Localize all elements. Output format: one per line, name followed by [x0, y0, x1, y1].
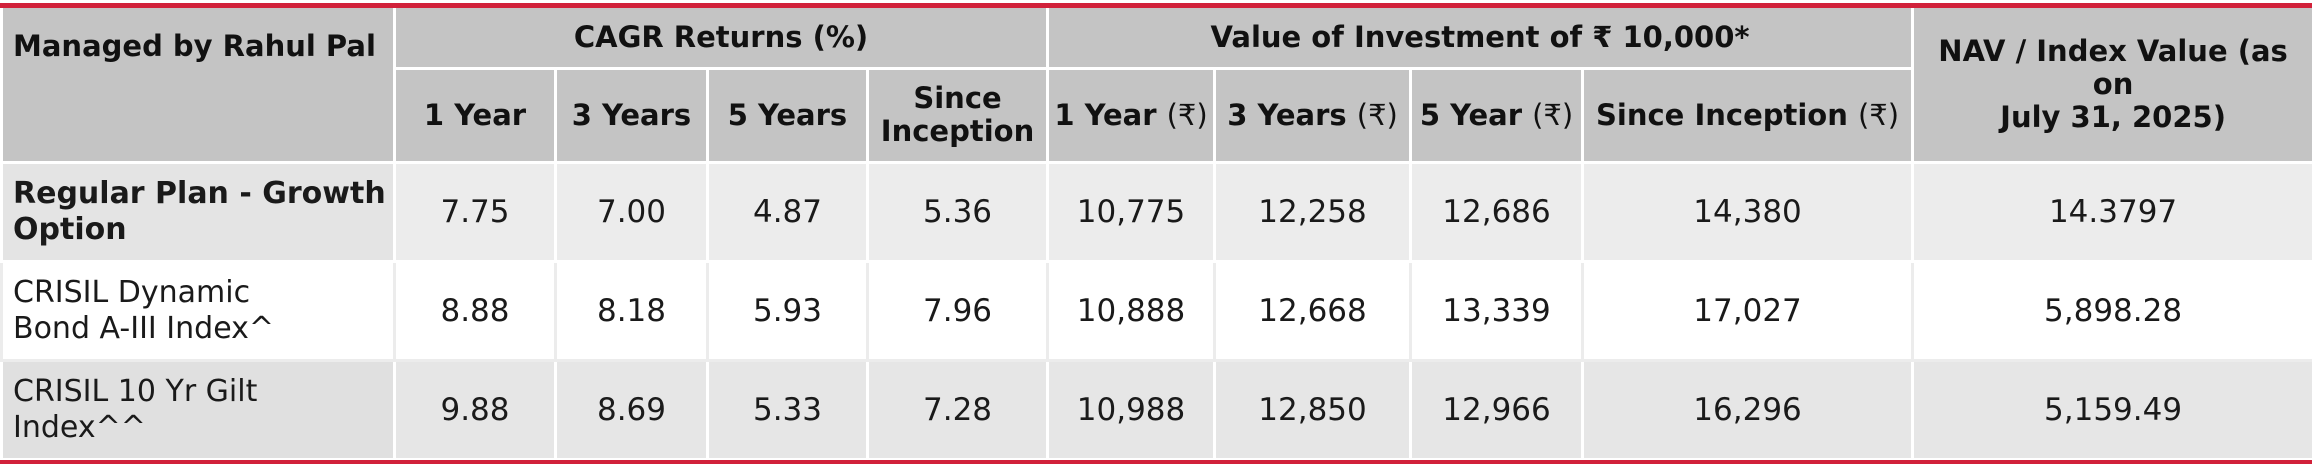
header-value-5-year-label: 5 Year — [1419, 97, 1522, 132]
value-1-year-cell: 10,988 — [1046, 358, 1217, 461]
value-5-year-cell: 12,966 — [1409, 358, 1585, 461]
performance-table-container: Managed by Rahul Pal CAGR Returns (%) Va… — [0, 8, 2312, 461]
cagr-1-year-cell: 7.75 — [393, 160, 557, 263]
header-value-1-year: 1 Year (₹) — [1046, 68, 1217, 164]
row-label: CRISIL 10 Yr Gilt Index^^ — [0, 358, 396, 461]
cagr-1-year-cell: 8.88 — [393, 259, 557, 362]
value-1-year-cell: 10,775 — [1046, 160, 1217, 263]
value-since-inception-cell: 16,296 — [1581, 358, 1915, 461]
header-cagr-returns: CAGR Returns (%) — [392, 8, 1050, 70]
header-inception: Inception — [880, 114, 1035, 148]
header-since: Since — [913, 81, 1002, 115]
header-value-since-inception-unit: (₹) — [1857, 97, 1900, 132]
row-label-line2: Option — [13, 211, 127, 247]
cagr-since-inception-cell: 7.28 — [865, 358, 1050, 461]
row-label-line1: CRISIL Dynamic — [13, 274, 251, 310]
header-value-of-investment: Value of Investment of ₹ 10,000* — [1046, 8, 1915, 70]
cagr-3-years-cell: 7.00 — [554, 160, 709, 263]
cagr-since-inception-cell: 5.36 — [865, 160, 1050, 263]
header-value-since-inception-label: Since Inception — [1596, 97, 1848, 132]
row-label-line2: Index^^ — [13, 409, 146, 445]
cagr-3-years-cell: 8.18 — [554, 259, 709, 362]
header-cagr-since-inception: Since Inception — [865, 68, 1050, 164]
row-label-line1: Regular Plan - Growth — [13, 175, 386, 211]
header-cagr-5-years: 5 Years — [706, 68, 869, 164]
header-managed-by: Managed by Rahul Pal — [0, 8, 396, 164]
top-accent-rule — [0, 3, 2312, 8]
nav-cell: 5,898.28 — [1911, 259, 2312, 362]
header-value-1-year-unit: (₹) — [1166, 97, 1208, 132]
value-3-years-cell: 12,258 — [1213, 160, 1413, 263]
table-row: CRISIL 10 Yr Gilt Index^^ 9.88 8.69 5.33 … — [0, 358, 2312, 461]
value-3-years-cell: 12,850 — [1213, 358, 1413, 461]
header-value-5-year-unit: (₹) — [1532, 97, 1574, 132]
cagr-5-years-cell: 5.33 — [706, 358, 869, 461]
header-value-3-years: 3 Years (₹) — [1213, 68, 1413, 164]
nav-cell: 14.3797 — [1911, 160, 2312, 263]
cagr-5-years-cell: 5.93 — [706, 259, 869, 362]
value-5-year-cell: 13,339 — [1409, 259, 1585, 362]
value-1-year-cell: 10,888 — [1046, 259, 1217, 362]
header-cagr-3-years: 3 Years — [554, 68, 709, 164]
cagr-3-years-cell: 8.69 — [554, 358, 709, 461]
header-cagr-1-year: 1 Year — [393, 68, 557, 164]
header-value-since-inception: Since Inception (₹) — [1581, 68, 1915, 164]
header-value-3-years-label: 3 Years — [1227, 97, 1347, 132]
header-value-3-years-unit: (₹) — [1356, 97, 1398, 132]
header-nav-index-value: NAV / Index Value (as on July 31, 2025) — [1911, 8, 2312, 164]
table-row: CRISIL Dynamic Bond A-III Index^ 8.88 8.1… — [0, 259, 2312, 362]
header-value-5-year: 5 Year (₹) — [1409, 68, 1585, 164]
row-label: CRISIL Dynamic Bond A-III Index^ — [0, 259, 396, 362]
header-nav-line2: July 31, 2025) — [2000, 99, 2226, 134]
row-label-line2: Bond A-III Index^ — [13, 310, 275, 346]
cagr-5-years-cell: 4.87 — [706, 160, 869, 263]
table-row: Regular Plan - Growth Option 7.75 7.00 4.… — [0, 160, 2312, 263]
value-5-year-cell: 12,686 — [1409, 160, 1585, 263]
bottom-accent-rule — [0, 460, 2312, 464]
header-value-1-year-label: 1 Year — [1054, 97, 1157, 132]
nav-cell: 5,159.49 — [1911, 358, 2312, 461]
row-label: Regular Plan - Growth Option — [0, 160, 396, 263]
cagr-1-year-cell: 9.88 — [393, 358, 557, 461]
value-since-inception-cell: 14,380 — [1581, 160, 1915, 263]
value-3-years-cell: 12,668 — [1213, 259, 1413, 362]
performance-table: Managed by Rahul Pal CAGR Returns (%) Va… — [0, 8, 2312, 461]
cagr-since-inception-cell: 7.96 — [865, 259, 1050, 362]
value-since-inception-cell: 17,027 — [1581, 259, 1915, 362]
row-label-line1: CRISIL 10 Yr Gilt — [13, 373, 258, 409]
header-nav-line1: NAV / Index Value (as on — [1938, 33, 2288, 101]
